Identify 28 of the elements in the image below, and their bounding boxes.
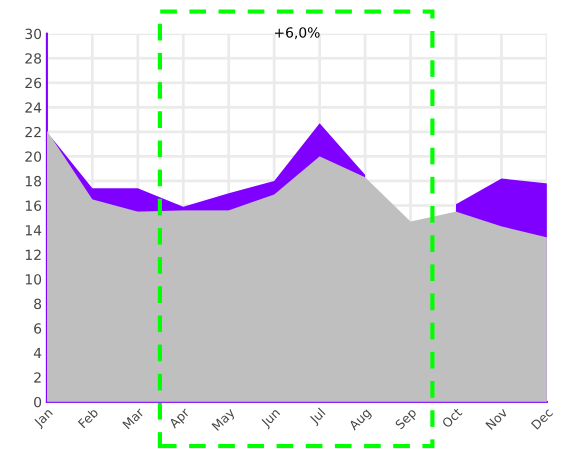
- y-tick-label: 20: [25, 151, 42, 162]
- x-tick-label: Apr: [168, 406, 192, 430]
- y-tick-label: 28: [25, 53, 42, 64]
- y-tick-label: 14: [26, 225, 42, 236]
- x-tick-label: Feb: [78, 407, 99, 428]
- y-tick-label: 26: [25, 78, 42, 88]
- x-tick-label: Sep: [394, 407, 419, 432]
- y-tick-label: 10: [26, 274, 42, 285]
- x-tick-label: Jun: [260, 408, 282, 430]
- x-tick-label: Aug: [348, 408, 373, 432]
- y-tick-label: 8: [34, 298, 42, 310]
- x-tick-label: Dec: [530, 408, 554, 430]
- y-tick-label: 2: [34, 372, 41, 383]
- y-tick-label: 24: [25, 102, 42, 113]
- x-tick-label: Oct: [441, 407, 463, 428]
- x-tick-label: Mar: [122, 406, 145, 430]
- y-tick-label: 22: [25, 126, 41, 138]
- x-tick-label: Nov: [485, 407, 508, 430]
- annotation: +6,0%: [274, 27, 320, 40]
- y-tick-label: 6: [34, 323, 42, 334]
- y-tick-label: 16: [26, 200, 42, 211]
- y-tick-label: 4: [34, 348, 42, 358]
- x-tick-label: Jan: [33, 408, 55, 430]
- y-tick-label: 0: [34, 396, 42, 408]
- y-tick-label: 30: [25, 28, 42, 40]
- x-tick-label: Jul: [308, 408, 328, 426]
- y-tick-label: 12: [26, 250, 41, 260]
- y-tick-label: 18: [26, 176, 42, 186]
